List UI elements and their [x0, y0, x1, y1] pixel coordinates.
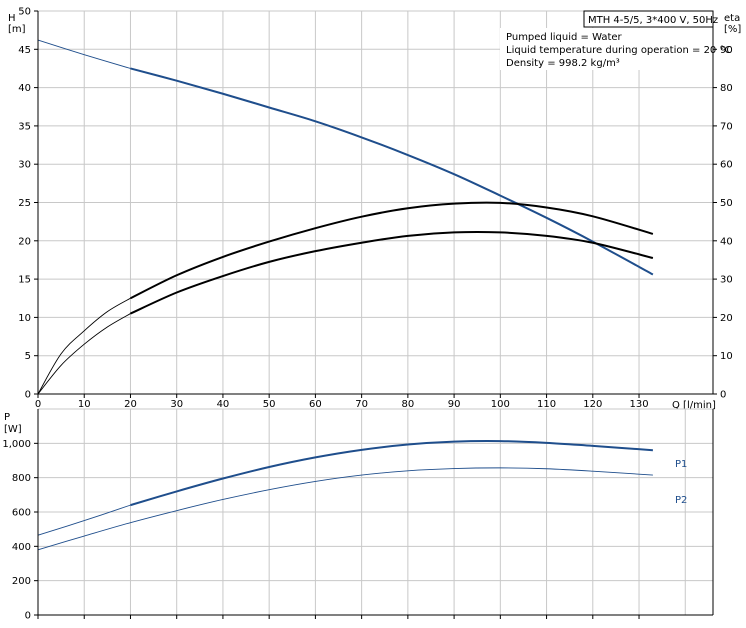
- y2-tick-label: 40: [720, 236, 733, 247]
- y2-tick-label: 80: [720, 83, 733, 94]
- x-tick-label: 20: [124, 399, 137, 410]
- x-tick-label: 0: [35, 399, 41, 410]
- x-axis-label: Q [l/min]: [672, 400, 716, 411]
- efficiency-curve-lower-thin: [37, 313, 131, 395]
- y-tick-label: 5: [25, 351, 31, 362]
- x-tick-label: 60: [309, 399, 322, 410]
- info-box-line-density: Density = 998.2 kg/m³: [506, 58, 620, 69]
- efficiency-curve-upper-thick: [130, 201, 654, 300]
- power-curve-p1-thick: [130, 440, 653, 507]
- power-axis-unit-w: [W]: [4, 424, 22, 435]
- power-y-tick-label: 800: [12, 473, 31, 484]
- y2-axis-unit-percent: [%]: [724, 24, 741, 35]
- y-tick-label: 50: [18, 7, 31, 18]
- info-box: MTH 4-5/5, 3*400 V, 50Hz Pumped liquid =…: [506, 10, 731, 69]
- y2-tick-label: 60: [720, 160, 733, 171]
- power-y-tick-label: 200: [12, 576, 31, 587]
- y-axis-label-h: H: [8, 13, 16, 24]
- x-tick-label: 30: [170, 399, 183, 410]
- power-chart-series: [37, 440, 653, 551]
- x-tick-label: 120: [583, 399, 602, 410]
- x-tick-label: 80: [401, 399, 414, 410]
- y-axis-unit-m: [m]: [8, 24, 26, 35]
- head-curve-thick: [130, 67, 654, 276]
- head-chart-series: [37, 39, 654, 395]
- head-curve-thin: [37, 39, 131, 69]
- power-y-tick-label: 0: [25, 611, 31, 622]
- info-box-title: MTH 4-5/5, 3*400 V, 50Hz: [588, 15, 718, 26]
- y-tick-label: 0: [25, 390, 31, 401]
- y2-tick-label: 10: [720, 351, 733, 362]
- info-box-background: [500, 28, 713, 70]
- power-curve-p2-thin: [37, 467, 653, 551]
- y-tick-label: 35: [18, 121, 31, 132]
- efficiency-curve-lower-thick: [130, 230, 654, 315]
- y-tick-label: 45: [18, 45, 31, 56]
- power-y-tick-label: 1,000: [2, 439, 31, 450]
- x-tick-label: 90: [448, 399, 461, 410]
- info-box-line-temperature: Liquid temperature during operation = 20…: [506, 45, 731, 56]
- x-tick-label: 10: [78, 399, 91, 410]
- y2-tick-label: 90: [720, 45, 733, 56]
- x-tick-label: 50: [263, 399, 276, 410]
- x-tick-label: 110: [537, 399, 556, 410]
- y2-tick-label: 20: [720, 313, 733, 324]
- y-tick-label: 30: [18, 160, 31, 171]
- y2-axis-label-eta: eta: [724, 13, 740, 24]
- y2-tick-label: 50: [720, 198, 733, 209]
- x-tick-label: 40: [217, 399, 230, 410]
- power-axis-label-p: P: [4, 412, 10, 423]
- y-tick-label: 15: [18, 275, 31, 286]
- info-box-line-liquid: Pumped liquid = Water: [506, 32, 623, 43]
- y2-tick-label: 30: [720, 275, 733, 286]
- head-chart-axes: 0 5 10 15 20 25 30 35 40 45 50 0 10 20 30 40 50 60 70 80 90 0…: [18, 7, 732, 411]
- power-y-tick-label: 400: [12, 542, 31, 553]
- head-chart-grid: [37, 10, 713, 395]
- efficiency-curve-upper-thin: [37, 297, 131, 395]
- series-label-p1: P1: [675, 459, 687, 470]
- y2-tick-label: 0: [720, 390, 726, 401]
- power-y-tick-label: 600: [12, 508, 31, 519]
- power-curve-p1-thin: [37, 504, 131, 536]
- x-tick-label: 100: [491, 399, 510, 410]
- x-tick-label: 130: [629, 399, 648, 410]
- y-tick-label: 20: [18, 236, 31, 247]
- y-tick-label: 25: [18, 198, 31, 209]
- y2-tick-label: 70: [720, 121, 733, 132]
- y-tick-label: 40: [18, 83, 31, 94]
- power-chart-axes: 0 200 400 600 800 1,000: [2, 409, 714, 622]
- series-label-p2: P2: [675, 495, 687, 506]
- x-tick-label: 70: [355, 399, 368, 410]
- y-tick-label: 10: [18, 313, 31, 324]
